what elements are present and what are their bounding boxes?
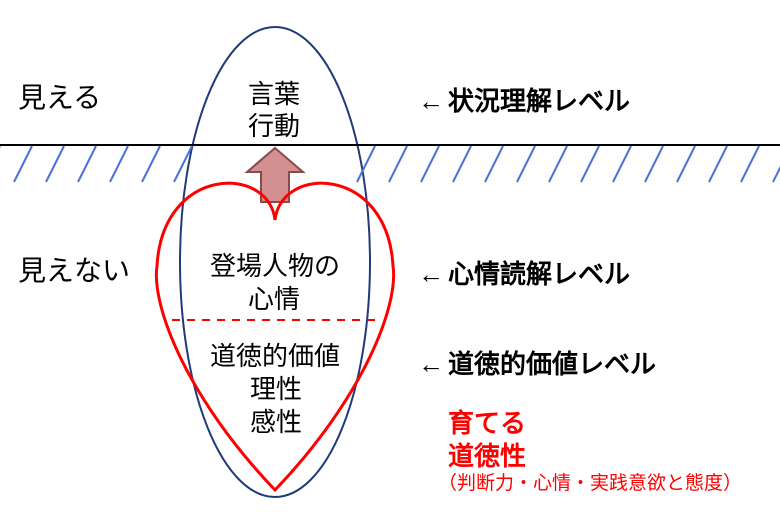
hatch-stroke (389, 146, 407, 182)
hatch-stroke (78, 146, 96, 182)
heart-lower-line2: 理性 (250, 373, 302, 406)
level-emotion-arrow: ← (418, 258, 444, 291)
heart-upper-line1: 登場人物の (210, 250, 340, 283)
level-situation-label: 状況理解レベル (448, 85, 630, 118)
hatch-stroke (517, 146, 535, 182)
heart-upper-line2: 心情 (248, 283, 300, 316)
hatch-stroke (581, 146, 599, 182)
hatch-stroke (421, 146, 439, 182)
top-text-line2: 行動 (248, 110, 300, 143)
heart-lower-line3: 感性 (250, 406, 302, 439)
heart-lower-line1: 道徳的価値 (210, 340, 340, 373)
hatch-stroke (14, 146, 32, 182)
hatch-stroke (613, 146, 631, 182)
hatch-stroke (773, 146, 780, 182)
diagram-stage: 見える 見えない 言葉 行動 登場人物の 心情 道徳的価値 理性 感性 ← 状況… (0, 0, 780, 516)
label-visible: 見える (18, 80, 101, 115)
hatch-stroke (142, 146, 160, 182)
level-emotion-label: 心情読解レベル (448, 258, 630, 291)
label-invisible: 見えない (18, 253, 130, 288)
nurture-line3: （判断力・心情・実践意欲と態度） (438, 472, 742, 496)
hatch-stroke (709, 146, 727, 182)
top-text-line1: 言葉 (248, 78, 300, 111)
hatch-stroke (110, 146, 128, 182)
hatch-stroke (645, 146, 663, 182)
nurture-line1: 育てる (448, 407, 526, 440)
level-moral-arrow: ← (418, 348, 444, 381)
level-moral-label: 道徳的価値レベル (448, 348, 656, 381)
level-situation-arrow: ← (418, 85, 444, 118)
hatch-stroke (46, 146, 64, 182)
hatch-group (0, 146, 780, 182)
hatch-stroke (453, 146, 471, 182)
up-arrow (247, 148, 303, 202)
hatch-stroke (549, 146, 567, 182)
hatch-stroke (677, 146, 695, 182)
heart-outline (156, 183, 393, 490)
hatch-stroke (485, 146, 503, 182)
hatch-stroke (741, 146, 759, 182)
nurture-line2: 道徳性 (448, 440, 526, 473)
